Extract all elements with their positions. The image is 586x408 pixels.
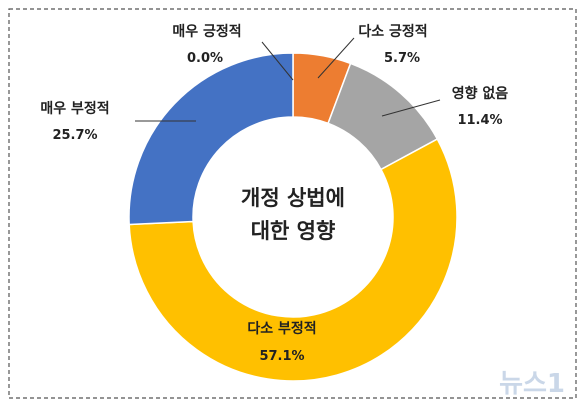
donut-slices [128, 52, 458, 382]
slice-value-label: 57.1% [259, 349, 304, 364]
slice-value-label: 0.0% [187, 51, 223, 66]
slice-category-label: 다소 부정적 [247, 320, 316, 337]
leader-line-2 [317, 37, 355, 79]
leader-line-1 [261, 41, 294, 81]
slice-category-label: 다소 긍정적 [358, 23, 427, 40]
center-label-line-2: 대한 영향 [251, 219, 336, 243]
slice-category-label: 영향 없음 [452, 85, 509, 102]
slice-category-label: 매우 부정적 [40, 100, 109, 117]
slice-value-label: 25.7% [52, 128, 97, 143]
slice-category-label: 매우 긍정적 [172, 23, 241, 40]
slice-value-label: 11.4% [457, 113, 502, 128]
center-label-line-1: 개정 상법에 [241, 186, 345, 210]
chart-frame [8, 8, 577, 399]
slice-5 [128, 52, 294, 226]
watermark-logo: 뉴스1 [499, 369, 565, 399]
slice-value-label: 5.7% [384, 51, 420, 66]
leader-line-3 [381, 99, 441, 117]
leader-lines [135, 37, 441, 122]
slice-labels: 매우 긍정적 0.0% 다소 긍정적 5.7% 영향 없음 11.4% 다소 부정적 57.1… [40, 23, 508, 364]
slice-4 [128, 138, 458, 382]
